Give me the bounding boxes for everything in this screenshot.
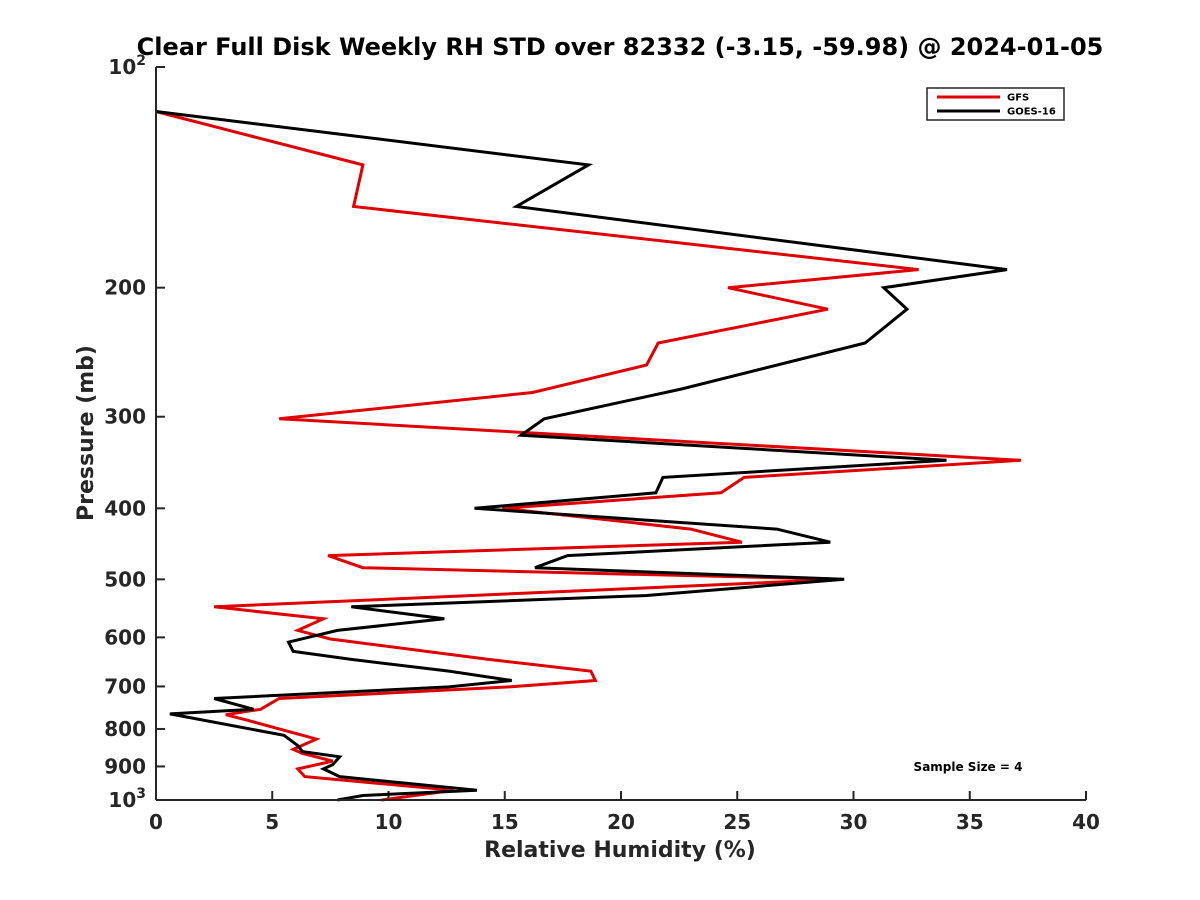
series-line-gfs	[155, 110, 1021, 802]
y-tick-label: 103	[108, 786, 146, 812]
x-tick-label: 10	[375, 810, 403, 834]
x-tick-label: 20	[607, 810, 635, 834]
y-tick-label: 300	[104, 405, 146, 429]
plot-axes	[155, 67, 1086, 801]
y-tick-label: 200	[104, 276, 146, 300]
y-axis-label: Pressure (mb)	[74, 345, 99, 521]
x-tick-label: 30	[840, 810, 868, 834]
legend-entry: GOES-16	[1007, 107, 1056, 118]
series-lines	[155, 110, 1021, 802]
series-line-goes-16	[155, 110, 1008, 802]
y-tick-label: 500	[104, 567, 146, 591]
x-tick-label: 35	[956, 810, 984, 834]
x-tick-label: 40	[1072, 810, 1100, 834]
y-tick-label: 102	[108, 53, 146, 79]
legend: GFS GOES-16	[926, 87, 1065, 121]
legend-entry: GFS	[1007, 93, 1029, 104]
x-axis-label: Relative Humidity (%)	[484, 838, 756, 863]
y-tick-label: 900	[104, 754, 146, 778]
y-tick-label: 600	[104, 625, 146, 649]
y-tick-label: 700	[104, 674, 146, 698]
y-tick-label: 800	[104, 717, 146, 741]
chart-title: Clear Full Disk Weekly RH STD over 82332…	[137, 33, 1104, 61]
x-tick-label: 5	[265, 810, 279, 834]
x-tick-label: 0	[149, 810, 163, 834]
x-tick-label: 25	[723, 810, 751, 834]
x-tick-label: 15	[491, 810, 519, 834]
y-tick-label: 400	[104, 496, 146, 520]
sample-size-annotation: Sample Size = 4	[914, 760, 1023, 774]
legend-box	[926, 87, 1065, 121]
tick-marks: 0 5 10 15 20 25 30 35 40 102 200 300 400 500 600 700 800…	[104, 53, 1100, 834]
